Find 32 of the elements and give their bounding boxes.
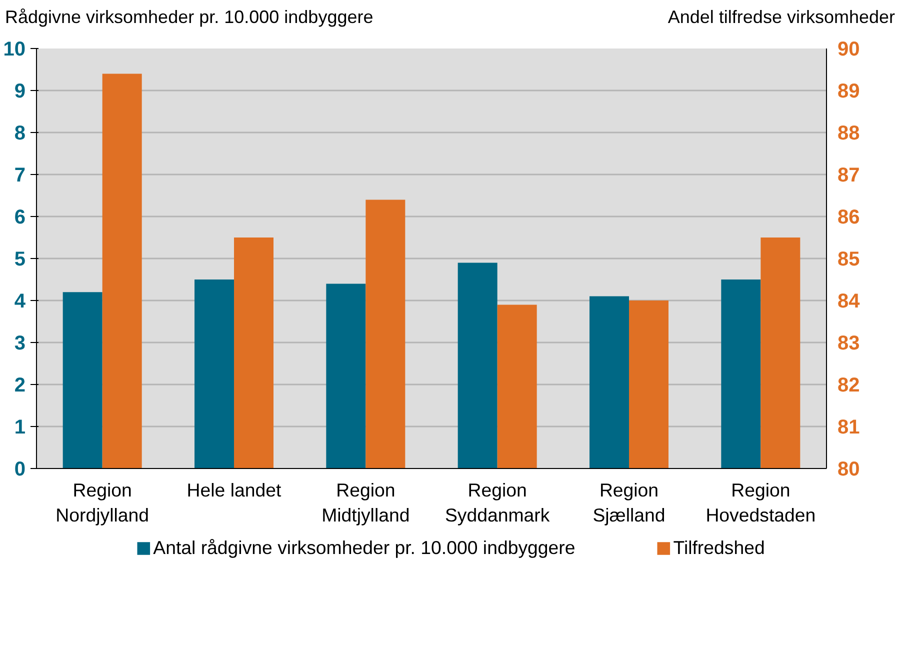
y2-tick-label: 80 (838, 458, 860, 480)
y-tick-label: 0 (14, 458, 26, 480)
x-tick-label: Region Hovedstaden (706, 480, 816, 526)
y-tick-label: 10 (3, 38, 26, 60)
y2-tick-label: 85 (838, 248, 860, 270)
y-tick-label: 2 (14, 374, 26, 396)
y2-tick-label: 81 (838, 416, 860, 438)
y-tick-label: 8 (14, 122, 26, 144)
y2-tick-label: 83 (838, 332, 860, 354)
y-tick-label: 5 (14, 248, 26, 270)
y2-tick-label: 90 (838, 38, 860, 60)
y-tick-label: 7 (14, 164, 26, 186)
y2-tick-label: 87 (838, 164, 860, 186)
y-tick-label: 1 (14, 416, 26, 438)
legend-label: Tilfredshed (673, 537, 765, 559)
x-tick-label: Region Syddanmark (444, 480, 550, 526)
y-axis-title: Rådgivne virksomheder pr. 10.000 indbyggere (5, 6, 374, 29)
y2-tick-label: 86 (838, 206, 860, 228)
y2-tick-label: 84 (838, 290, 861, 312)
y-tick-label: 3 (14, 332, 26, 354)
y-tick-label: 4 (14, 290, 26, 312)
y2-axis-title: Andel tilfredse virksomheder (668, 6, 895, 29)
y-tick-label: 6 (14, 206, 26, 228)
x-tick-label: Region Sjælland (592, 480, 666, 526)
y2-tick-label: 82 (838, 374, 860, 396)
x-tick-label: Region Midtjylland (322, 480, 410, 526)
legend-label: Antal rådgivne virksomheder pr. 10.000 indbyggere (153, 537, 576, 559)
x-tick-label: Hele landet (186, 480, 282, 500)
y2-tick-label: 88 (838, 122, 860, 144)
x-tick-label: Region Nordjylland (56, 480, 149, 526)
y-tick-label: 9 (14, 80, 26, 102)
y2-tick-label: 89 (838, 80, 860, 102)
